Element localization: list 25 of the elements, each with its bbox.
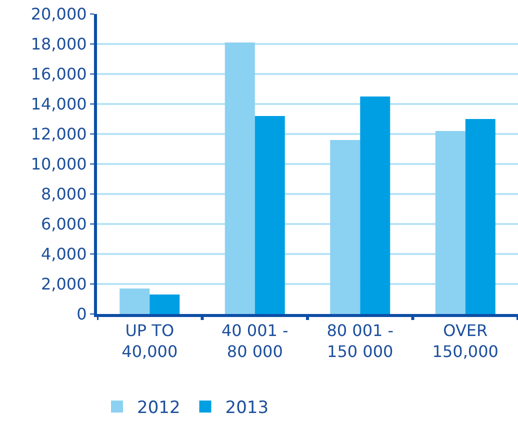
bar <box>465 119 496 314</box>
bar <box>120 288 150 314</box>
bar <box>224 42 255 314</box>
bar <box>435 131 466 314</box>
y-tick-label: 2,000 <box>40 274 87 294</box>
x-tick-label: 40 001 - 80 000 <box>221 321 288 361</box>
y-tick-label: 8,000 <box>40 184 87 204</box>
x-tick-label: OVER 150,000 <box>432 321 498 361</box>
y-tick-label: 12,000 <box>30 124 87 144</box>
bar <box>330 140 360 314</box>
x-tick-label: UP TO 40,000 <box>122 321 178 361</box>
bar <box>150 294 180 314</box>
bar <box>360 96 390 314</box>
y-tick-label: 10,000 <box>30 154 87 174</box>
x-tick-label: 80 001 - 150 000 <box>326 321 394 361</box>
bar <box>254 116 285 314</box>
y-tick-label: 18,000 <box>30 34 87 54</box>
y-tick-label: 6,000 <box>40 214 87 234</box>
legend-label: 2013 <box>225 398 269 418</box>
y-tick-label: 14,000 <box>30 94 87 114</box>
y-tick-label: 0 <box>76 304 87 324</box>
legend-label: 2012 <box>137 398 180 418</box>
y-tick-label: 16,000 <box>30 64 87 84</box>
y-tick-label: 4,000 <box>40 244 87 264</box>
y-tick-label: 20,000 <box>30 4 87 24</box>
